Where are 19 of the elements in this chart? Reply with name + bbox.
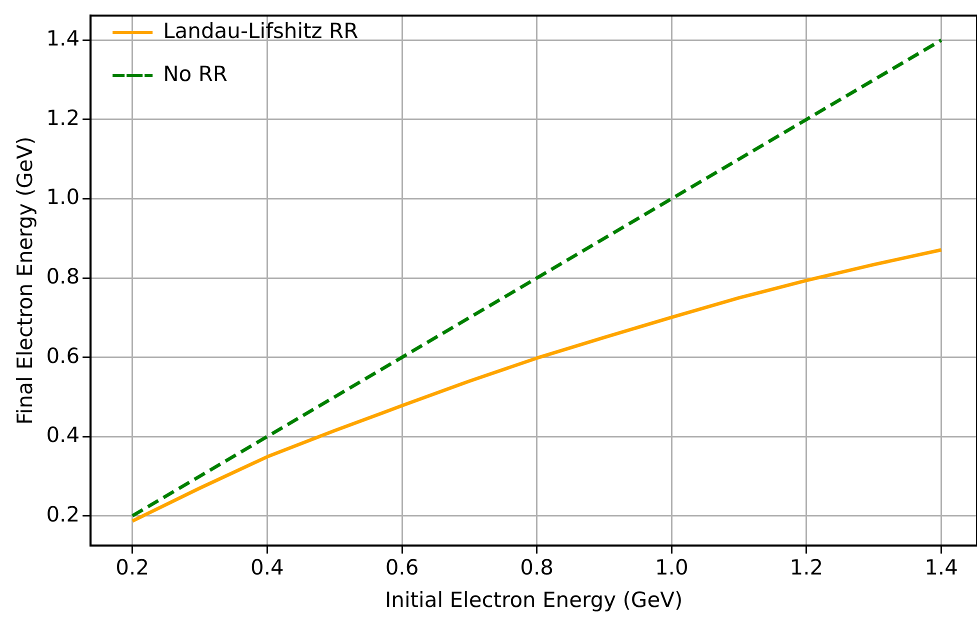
y-tick-label: 0.6 [46, 344, 80, 368]
y-tick-label: 0.4 [46, 423, 80, 448]
x-tick-label: 0.6 [385, 556, 419, 580]
y-tick-label: 1.2 [46, 106, 80, 130]
x-tick-label: 1.2 [790, 556, 824, 580]
y-tick-label: 0.8 [46, 264, 80, 288]
y-tick-label: 1.4 [46, 26, 80, 51]
line-series [130, 38, 944, 518]
legend-label: No RR [163, 62, 228, 86]
x-tick-label: 1.0 [654, 556, 688, 580]
x-tick-label: 0.2 [116, 556, 150, 580]
x-tick-label: 1.4 [924, 556, 958, 580]
y-axis-title: Final Electron Energy (GeV) [13, 136, 38, 425]
y-tick-label: 0.2 [46, 502, 80, 526]
y-tick-label: 1.0 [46, 185, 80, 210]
x-axis-title: Initial Electron Energy (GeV) [384, 588, 683, 612]
x-tick-label: 0.4 [250, 556, 284, 580]
x-tick-label: 0.8 [520, 556, 554, 580]
legend-label: Landau-Lifshitz RR [163, 18, 358, 43]
